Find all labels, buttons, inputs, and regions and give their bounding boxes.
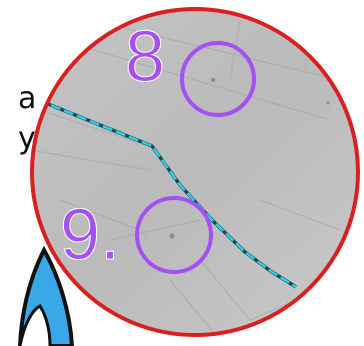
marker-8[interactable]: 8 (125, 17, 256, 117)
marker-9-label: 9. (60, 195, 120, 275)
circle-icon (180, 41, 256, 117)
left-text-fragment-b: y (18, 121, 36, 156)
path-line (37, 98, 297, 289)
marker-9[interactable]: 9. (60, 195, 213, 276)
blue-blob-shape (17, 245, 75, 346)
lens-frame (30, 7, 360, 337)
hillshade-terrain (32, 9, 358, 335)
marker-8-label: 8 (125, 17, 165, 97)
circle-icon (135, 196, 213, 274)
left-text-fragment-a: a (18, 81, 37, 116)
